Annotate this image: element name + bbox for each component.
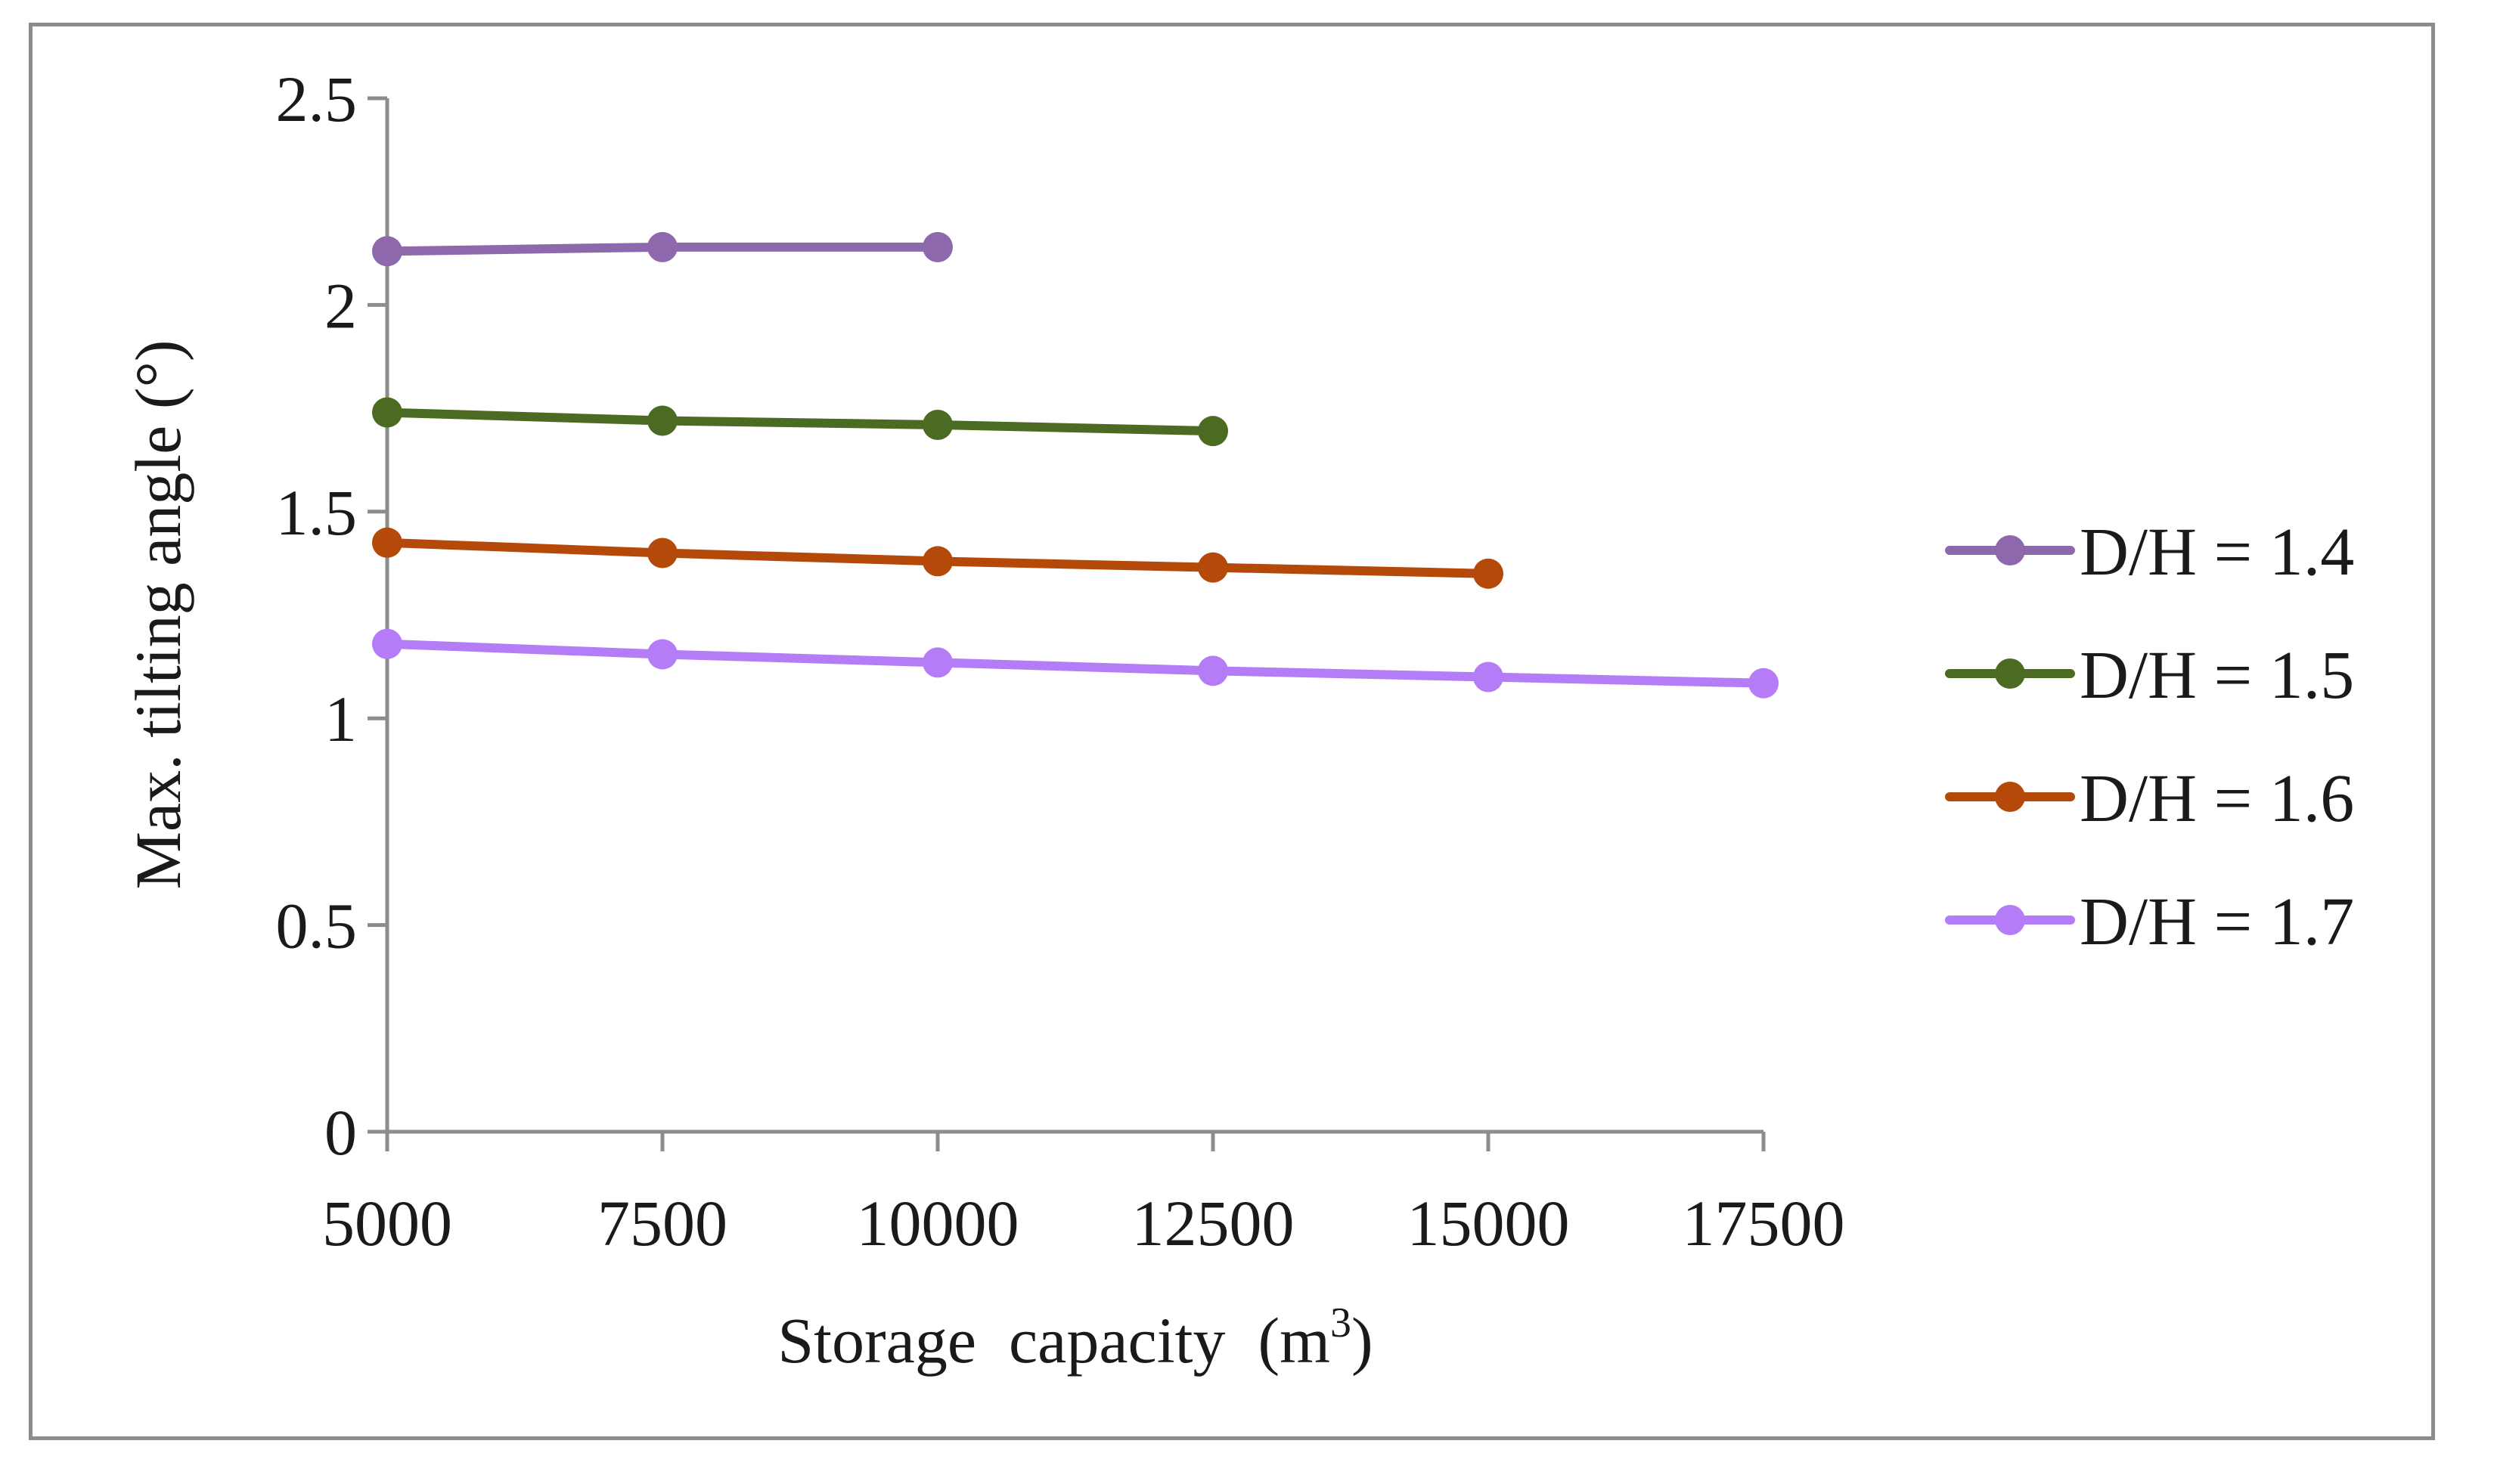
legend-label: D/H = 1.5 xyxy=(2080,638,2354,713)
x-tick-label: 15000 xyxy=(1407,1187,1570,1259)
data-point xyxy=(1198,655,1228,686)
data-point xyxy=(923,647,953,678)
x-tick-label: 12500 xyxy=(1132,1187,1295,1259)
data-point xyxy=(923,231,953,262)
data-point xyxy=(923,546,953,577)
data-point xyxy=(923,409,953,440)
legend-label: D/H = 1.4 xyxy=(2080,515,2354,590)
legend-swatch-marker xyxy=(1995,905,2025,935)
x-axis-title-close: ) xyxy=(1351,1304,1373,1377)
data-point xyxy=(1748,668,1779,699)
data-point xyxy=(647,231,678,262)
y-ticks: 0 0.5 1 1.5 2 2.5 xyxy=(276,63,387,1169)
data-point xyxy=(1473,558,1503,589)
data-point xyxy=(372,236,402,267)
y-axis-title: Max. tilting angle (°) xyxy=(122,339,194,889)
x-axis-title: Storage capacity (m3) xyxy=(777,1300,1373,1377)
series-line xyxy=(383,639,1768,688)
legend-swatch-marker xyxy=(1995,658,2025,689)
data-point xyxy=(647,405,678,436)
x-ticks: 5000 7500 10000 12500 15000 17500 xyxy=(322,1132,1845,1259)
data-point xyxy=(647,538,678,569)
x-axis-title-main: Storage capacity (m xyxy=(777,1304,1330,1377)
x-tick-label: 5000 xyxy=(322,1187,452,1259)
y-tick-label: 2.5 xyxy=(276,63,358,135)
data-point xyxy=(1473,661,1503,692)
series-4 xyxy=(372,628,1779,699)
series-3 xyxy=(372,527,1503,589)
legend-item: D/H = 1.4 xyxy=(1945,515,2354,590)
x-tick-label: 10000 xyxy=(857,1187,1019,1259)
data-point xyxy=(647,639,678,670)
y-tick-label: 1.5 xyxy=(276,476,358,549)
series-layer xyxy=(372,231,1779,699)
x-axis-title-superscript: 3 xyxy=(1330,1300,1351,1346)
data-point xyxy=(372,397,402,428)
legend-label: D/H = 1.6 xyxy=(2080,761,2354,836)
legend-label: D/H = 1.7 xyxy=(2080,885,2354,959)
axes xyxy=(385,98,1763,1134)
data-point xyxy=(372,628,402,659)
x-tick-label: 17500 xyxy=(1683,1187,1845,1259)
y-tick-label: 0 xyxy=(324,1096,357,1169)
data-point xyxy=(1198,416,1228,447)
legend-swatch-marker xyxy=(1995,782,2025,812)
x-tick-label: 7500 xyxy=(597,1187,727,1259)
data-point xyxy=(1198,552,1228,583)
data-point xyxy=(372,527,402,558)
y-tick-label: 2 xyxy=(324,269,357,342)
legend-swatch-marker xyxy=(1995,535,2025,565)
legend-item: D/H = 1.7 xyxy=(1945,885,2354,959)
series-1 xyxy=(372,231,953,267)
legend-item: D/H = 1.5 xyxy=(1945,638,2354,713)
series-line xyxy=(383,407,1218,436)
y-tick-label: 0.5 xyxy=(276,890,358,962)
legend: D/H = 1.4 D/H = 1.5 D/H = 1.6 D/H = 1.7 xyxy=(1945,515,2354,959)
series-2 xyxy=(372,397,1228,447)
legend-item: D/H = 1.6 xyxy=(1945,761,2354,836)
y-tick-label: 1 xyxy=(324,683,357,755)
chart-frame xyxy=(29,23,2435,1440)
